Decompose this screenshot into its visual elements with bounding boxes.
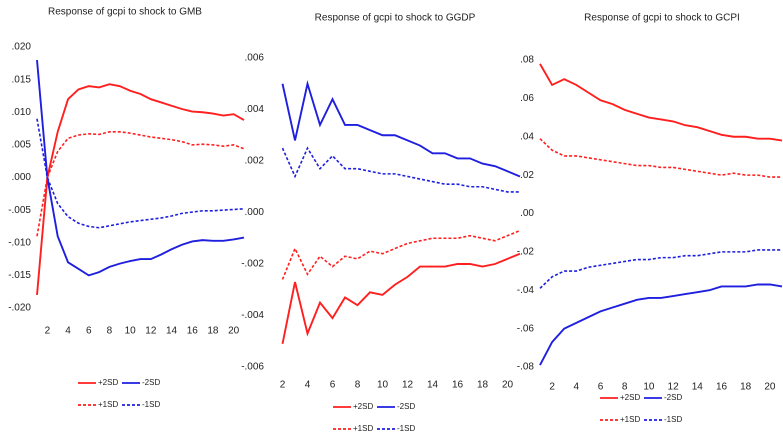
x-tick-label: 2: [45, 326, 51, 337]
x-tick-label: 18: [207, 326, 219, 337]
legend-label: +2SD: [98, 378, 118, 387]
y-tick-label: .010: [12, 107, 32, 118]
x-tick-label: 8: [622, 382, 628, 393]
y-tick-label: .002: [245, 156, 265, 167]
y-tick-label: -.005: [8, 205, 31, 216]
x-tick-label: 14: [427, 380, 439, 391]
x-tick-label: 2: [280, 380, 286, 391]
y-tick-label: -.06: [517, 323, 535, 334]
series-line: [36, 131, 245, 237]
series-line: [36, 59, 245, 277]
series-line: [539, 63, 783, 142]
x-tick-label: 18: [740, 382, 752, 393]
y-tick-label: .06: [520, 93, 534, 104]
y-tick-label: .000: [245, 207, 265, 218]
x-tick-label: 12: [668, 382, 680, 393]
x-tick-label: 4: [65, 326, 71, 337]
x-tick-label: 6: [330, 380, 336, 391]
chart-title: Response of gcpi to shock to GCPI: [584, 13, 740, 24]
x-tick-label: 4: [574, 382, 580, 393]
legend-label: -2SD: [664, 393, 682, 402]
x-tick-label: 6: [598, 382, 604, 393]
series-line: [539, 249, 782, 289]
series-line: [281, 252, 521, 345]
series-line: [539, 138, 782, 178]
x-tick-label: 12: [402, 380, 414, 391]
y-tick-label: .005: [12, 140, 32, 151]
x-tick-label: 16: [716, 382, 728, 393]
x-tick-label: 18: [477, 380, 489, 391]
legend-label: -1SD: [664, 415, 682, 424]
y-tick-label: -.015: [8, 270, 31, 281]
x-tick-label: 14: [166, 326, 178, 337]
chart-title: Response of gcpi to shock to GGDP: [315, 13, 476, 24]
series-line: [36, 83, 245, 296]
y-tick-label: -.010: [8, 237, 31, 248]
legend-label: +2SD: [353, 402, 373, 411]
legend-label: +2SD: [620, 393, 640, 402]
x-tick-label: 16: [452, 380, 464, 391]
legend-label: +1SD: [353, 424, 373, 433]
x-tick-label: 8: [107, 326, 113, 337]
y-tick-label: -.02: [517, 247, 535, 258]
x-tick-label: 2: [549, 382, 555, 393]
chart-title: Response of gcpi to shock to GMB: [48, 7, 202, 18]
x-tick-label: 8: [355, 380, 361, 391]
series-line: [36, 118, 245, 229]
x-tick-label: 16: [187, 326, 199, 337]
legend-label: -1SD: [142, 400, 160, 409]
y-tick-label: -.006: [241, 362, 264, 373]
series-line: [281, 146, 520, 193]
y-tick-label: .000: [12, 172, 32, 183]
series-line: [281, 229, 521, 280]
y-tick-label: -.08: [517, 362, 535, 373]
y-tick-label: .02: [520, 170, 534, 181]
series-line: [281, 79, 521, 178]
y-tick-label: .08: [520, 55, 534, 66]
y-tick-label: .04: [520, 131, 534, 142]
legend-label: +1SD: [620, 415, 640, 424]
y-tick-label: .015: [12, 74, 32, 85]
x-tick-label: 6: [86, 326, 92, 337]
x-tick-label: 10: [643, 382, 655, 393]
y-tick-label: -.04: [517, 285, 535, 296]
series-line: [539, 283, 783, 366]
y-tick-label: .020: [12, 42, 32, 53]
y-tick-label: -.020: [8, 303, 31, 314]
x-tick-label: 14: [692, 382, 704, 393]
y-tick-label: -.002: [241, 259, 264, 270]
x-tick-label: 20: [502, 380, 514, 391]
x-tick-label: 12: [145, 326, 157, 337]
x-tick-label: 20: [228, 326, 240, 337]
y-tick-label: .006: [245, 53, 265, 64]
legend-label: -1SD: [397, 424, 415, 433]
legend-label: +1SD: [98, 400, 118, 409]
legend-label: -2SD: [142, 378, 160, 387]
x-tick-label: 20: [764, 382, 776, 393]
legend-label: -2SD: [397, 402, 415, 411]
y-tick-label: -.004: [241, 310, 264, 321]
y-tick-label: .004: [245, 104, 265, 115]
y-tick-label: .00: [520, 208, 534, 219]
x-tick-label: 10: [125, 326, 137, 337]
x-tick-label: 4: [305, 380, 311, 391]
x-tick-label: 10: [377, 380, 389, 391]
